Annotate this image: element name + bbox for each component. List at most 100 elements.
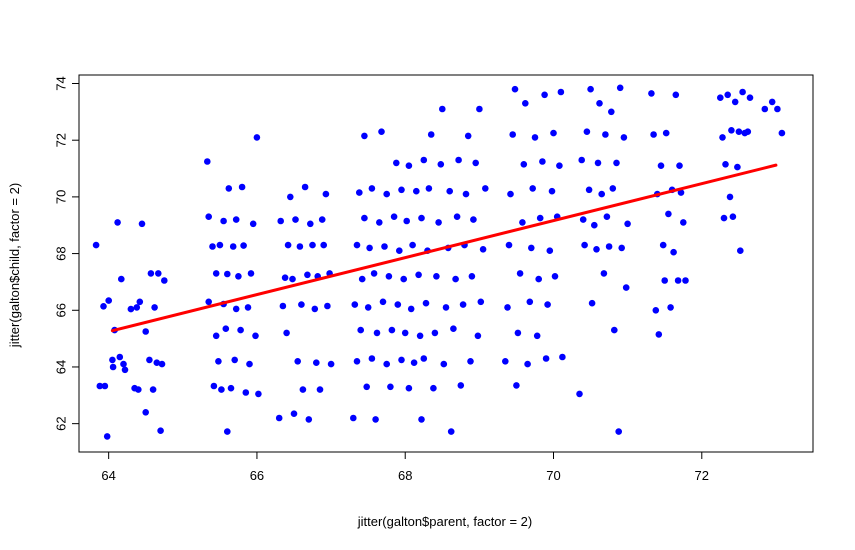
data-point bbox=[427, 131, 435, 138]
data-point bbox=[232, 305, 240, 313]
data-point bbox=[361, 214, 368, 222]
data-point bbox=[474, 332, 482, 340]
data-point bbox=[722, 161, 729, 168]
data-point bbox=[142, 409, 149, 416]
x-axis-title: jitter(galton$parent, factor = 2) bbox=[357, 514, 533, 529]
data-point bbox=[615, 428, 622, 435]
data-point bbox=[720, 214, 728, 222]
data-point bbox=[559, 353, 566, 361]
data-point bbox=[431, 329, 439, 337]
data-point bbox=[353, 358, 361, 365]
data-point bbox=[667, 304, 674, 311]
data-point bbox=[210, 382, 218, 390]
data-point bbox=[103, 433, 111, 440]
data-point bbox=[387, 383, 394, 391]
data-point bbox=[598, 190, 605, 198]
data-point bbox=[648, 90, 655, 97]
data-point bbox=[290, 410, 298, 418]
data-point bbox=[579, 216, 587, 223]
data-point bbox=[737, 247, 744, 254]
data-point bbox=[218, 386, 225, 393]
data-point bbox=[249, 220, 257, 228]
data-point bbox=[502, 358, 509, 365]
x-tick-label: 66 bbox=[250, 468, 264, 483]
data-point bbox=[116, 353, 124, 361]
data-point bbox=[674, 277, 682, 284]
data-point bbox=[453, 213, 461, 220]
data-point bbox=[105, 297, 112, 304]
data-point bbox=[252, 332, 259, 340]
data-point bbox=[536, 214, 544, 222]
data-point bbox=[281, 274, 289, 282]
data-point bbox=[447, 428, 455, 435]
data-point bbox=[320, 241, 328, 249]
data-point bbox=[284, 241, 292, 249]
data-point bbox=[613, 159, 620, 167]
data-point bbox=[147, 270, 155, 277]
data-point bbox=[507, 190, 514, 198]
data-point bbox=[583, 128, 591, 135]
data-point bbox=[246, 360, 253, 368]
data-point bbox=[277, 217, 285, 225]
data-point bbox=[618, 244, 625, 252]
regression-line bbox=[110, 163, 778, 333]
data-point bbox=[680, 219, 687, 226]
data-point bbox=[735, 128, 743, 135]
data-point bbox=[439, 105, 446, 113]
data-point bbox=[620, 134, 628, 141]
data-point bbox=[366, 244, 373, 252]
data-point bbox=[472, 159, 480, 167]
y-axis-title: jitter(galton$child, factor = 2) bbox=[7, 183, 22, 348]
data-point bbox=[292, 216, 299, 223]
data-point bbox=[520, 161, 528, 168]
data-point bbox=[114, 219, 121, 226]
data-point bbox=[153, 359, 161, 367]
data-point bbox=[205, 298, 212, 306]
data-point bbox=[622, 284, 630, 291]
x-tick-label: 70 bbox=[546, 468, 560, 483]
data-point bbox=[605, 243, 613, 250]
y-tick-label: 62 bbox=[54, 416, 69, 430]
data-point bbox=[435, 219, 442, 226]
data-point bbox=[557, 88, 565, 96]
data-point bbox=[778, 129, 786, 137]
data-point bbox=[398, 186, 405, 194]
data-point bbox=[279, 302, 287, 310]
y-tick-label: 66 bbox=[54, 303, 69, 317]
data-point bbox=[136, 298, 144, 306]
data-point bbox=[393, 159, 400, 167]
data-point bbox=[296, 243, 304, 250]
data-point bbox=[556, 162, 563, 169]
data-point bbox=[768, 98, 776, 106]
data-point bbox=[247, 270, 255, 277]
data-point bbox=[358, 275, 366, 283]
data-point bbox=[304, 271, 311, 279]
data-point bbox=[231, 356, 238, 364]
data-point bbox=[127, 305, 135, 313]
data-point bbox=[550, 129, 557, 137]
data-point bbox=[237, 326, 244, 334]
data-point bbox=[383, 190, 391, 198]
data-point bbox=[420, 355, 428, 362]
data-point bbox=[307, 220, 314, 228]
data-point bbox=[96, 382, 104, 390]
data-point bbox=[682, 277, 689, 284]
data-point bbox=[410, 359, 418, 367]
data-point bbox=[650, 131, 657, 138]
data-point bbox=[468, 273, 476, 280]
data-point bbox=[146, 356, 153, 364]
data-point bbox=[724, 91, 731, 99]
data-point bbox=[440, 360, 448, 368]
x-tick-label: 64 bbox=[101, 468, 115, 483]
data-point bbox=[734, 163, 741, 171]
data-point bbox=[717, 94, 724, 101]
data-point bbox=[403, 217, 411, 225]
data-point bbox=[357, 326, 365, 334]
data-point bbox=[158, 360, 166, 368]
data-point bbox=[670, 248, 677, 256]
data-point bbox=[541, 91, 548, 99]
data-point bbox=[118, 275, 125, 283]
data-point bbox=[232, 216, 240, 223]
data-point bbox=[229, 243, 237, 250]
